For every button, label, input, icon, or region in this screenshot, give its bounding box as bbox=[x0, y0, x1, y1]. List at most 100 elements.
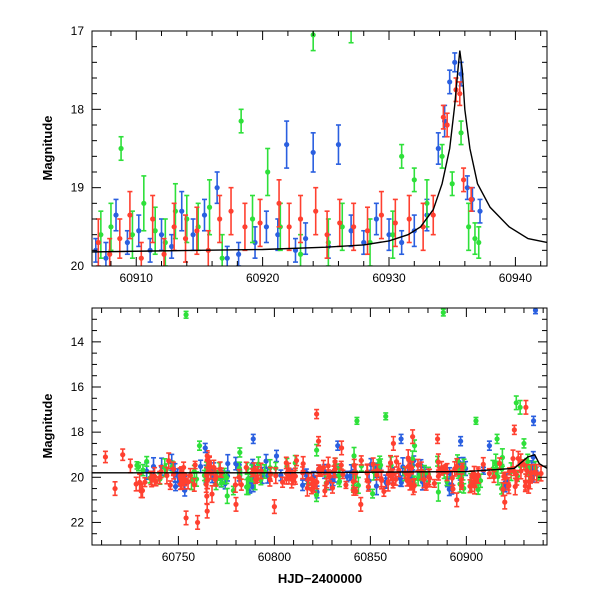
top-series0-point bbox=[169, 243, 175, 250]
top-series1-point bbox=[458, 130, 464, 136]
bottom-outlier0-point bbox=[521, 440, 527, 447]
bottom-outlier2-point bbox=[315, 438, 322, 444]
top-series1-point bbox=[439, 153, 445, 159]
bottom-bulk-point bbox=[313, 492, 320, 498]
bottom-bulk-point bbox=[316, 466, 322, 472]
bottom-bulk-point bbox=[522, 483, 528, 489]
top-series1-point bbox=[339, 224, 345, 230]
bottom-outlier2-point bbox=[358, 501, 364, 507]
bottom-bulk-point bbox=[486, 470, 493, 477]
top-series1-point bbox=[399, 153, 405, 159]
top-series1-point bbox=[390, 232, 396, 238]
top-y-axis-label: Magnitude bbox=[40, 116, 55, 181]
bottom-bulk-point bbox=[423, 484, 429, 490]
top-series0-point bbox=[373, 216, 379, 222]
top-series0-point bbox=[447, 79, 453, 85]
bottom-bulk-point bbox=[197, 463, 204, 470]
top-x-tick-label: 60910 bbox=[120, 271, 154, 285]
bottom-bulk-point bbox=[515, 455, 521, 462]
top-series0-point bbox=[214, 185, 220, 191]
top-series2-point bbox=[444, 122, 450, 128]
bottom-outlier0-point bbox=[517, 404, 523, 410]
bottom-bulk-point bbox=[421, 476, 427, 483]
bottom-bulk-point bbox=[408, 465, 415, 471]
top-series0-point bbox=[348, 228, 354, 234]
bottom-bulk-point bbox=[407, 481, 413, 488]
bottom-bulk-point bbox=[369, 491, 376, 497]
bottom-bulk-point bbox=[518, 468, 524, 474]
top-series2-point bbox=[460, 177, 467, 183]
bottom-bulk-point bbox=[322, 488, 328, 494]
top-series2-point bbox=[161, 251, 167, 257]
top-series2-point bbox=[324, 232, 330, 238]
top-series0-point bbox=[361, 239, 367, 246]
top-series0-point bbox=[302, 235, 309, 242]
top-series2-point bbox=[217, 216, 223, 222]
bottom-bulk-point bbox=[350, 478, 356, 485]
bottom-bulk-point bbox=[150, 475, 157, 481]
bottom-bulk-point bbox=[458, 483, 465, 489]
top-series2-point bbox=[406, 216, 412, 222]
top-y-tick-label: 20 bbox=[71, 259, 85, 273]
top-model-curve bbox=[92, 50, 547, 253]
bottom-bulk-point bbox=[365, 484, 371, 490]
bottom-bulk-point bbox=[435, 473, 442, 479]
top-series0-point bbox=[224, 255, 230, 261]
top-series2-point bbox=[337, 220, 343, 226]
bottom-y-tick-label: 16 bbox=[71, 380, 85, 394]
top-series2-point bbox=[392, 220, 398, 226]
top-series1-point bbox=[238, 118, 244, 124]
bottom-bulk-point bbox=[426, 474, 432, 480]
bottom-bulk-point bbox=[499, 454, 506, 461]
top-series0-point bbox=[252, 239, 258, 246]
bottom-bulk-point bbox=[443, 465, 449, 472]
bottom-bulk-point bbox=[510, 455, 516, 462]
bottom-bulk-point bbox=[355, 482, 361, 488]
bottom-x-tick-label: 60800 bbox=[258, 550, 292, 564]
bottom-bulk-point bbox=[534, 470, 540, 477]
top-series0-point bbox=[452, 59, 458, 65]
bottom-bulk-point bbox=[325, 463, 331, 469]
bottom-bulk-point bbox=[374, 472, 380, 478]
top-series2-point bbox=[351, 224, 357, 230]
bottom-outlier2-point bbox=[127, 463, 133, 469]
bottom-bulk-point bbox=[358, 457, 364, 464]
top-series1-point bbox=[348, 24, 353, 29]
bottom-outlier0-point bbox=[237, 449, 243, 456]
bottom-outlier2-point bbox=[410, 434, 416, 440]
bottom-bulk-point bbox=[385, 480, 391, 486]
top-series1-point bbox=[98, 232, 104, 238]
top-x-tick-label: 60940 bbox=[499, 271, 533, 285]
bottom-bulk-point bbox=[300, 461, 306, 467]
top-series0-point bbox=[263, 224, 270, 230]
bottom-bulk-point bbox=[225, 460, 231, 467]
top-series2-point bbox=[171, 224, 177, 230]
bottom-bulk-point bbox=[491, 474, 497, 480]
bottom-bulk-point bbox=[370, 461, 376, 467]
top-series2-point bbox=[286, 224, 292, 230]
top-axes-frame bbox=[91, 30, 548, 267]
bottom-bulk-point bbox=[343, 482, 349, 488]
bottom-outlier0-point bbox=[440, 309, 446, 316]
bottom-ticks: 60750 60800 60850 60900 14 16 18 20 22 bbox=[71, 307, 547, 564]
bottom-outlier1-point bbox=[202, 445, 208, 451]
top-series2-point bbox=[313, 208, 319, 214]
bottom-bulk-point bbox=[503, 475, 509, 481]
bottom-bulk-point bbox=[304, 485, 310, 491]
bottom-outlier0-point bbox=[513, 400, 519, 406]
bottom-outlier1-point bbox=[530, 418, 537, 424]
top-panel: 60910 60920 60930 60940 17 18 19 20 Magnitude bbox=[40, 24, 548, 285]
top-series0-point bbox=[113, 212, 119, 218]
top-series1-point bbox=[466, 224, 472, 230]
bottom-bulk-point bbox=[329, 485, 336, 491]
top-series2-point bbox=[276, 200, 282, 206]
top-series2-point bbox=[430, 212, 436, 218]
bottom-bulk-point bbox=[381, 488, 387, 495]
bottom-bulk-point bbox=[166, 458, 172, 464]
bottom-bulk-point bbox=[244, 484, 250, 490]
bottom-bulk-point bbox=[513, 471, 519, 477]
top-series1-point bbox=[472, 235, 478, 242]
top-series2-point bbox=[257, 220, 263, 226]
bottom-outlier2-point bbox=[314, 411, 320, 417]
